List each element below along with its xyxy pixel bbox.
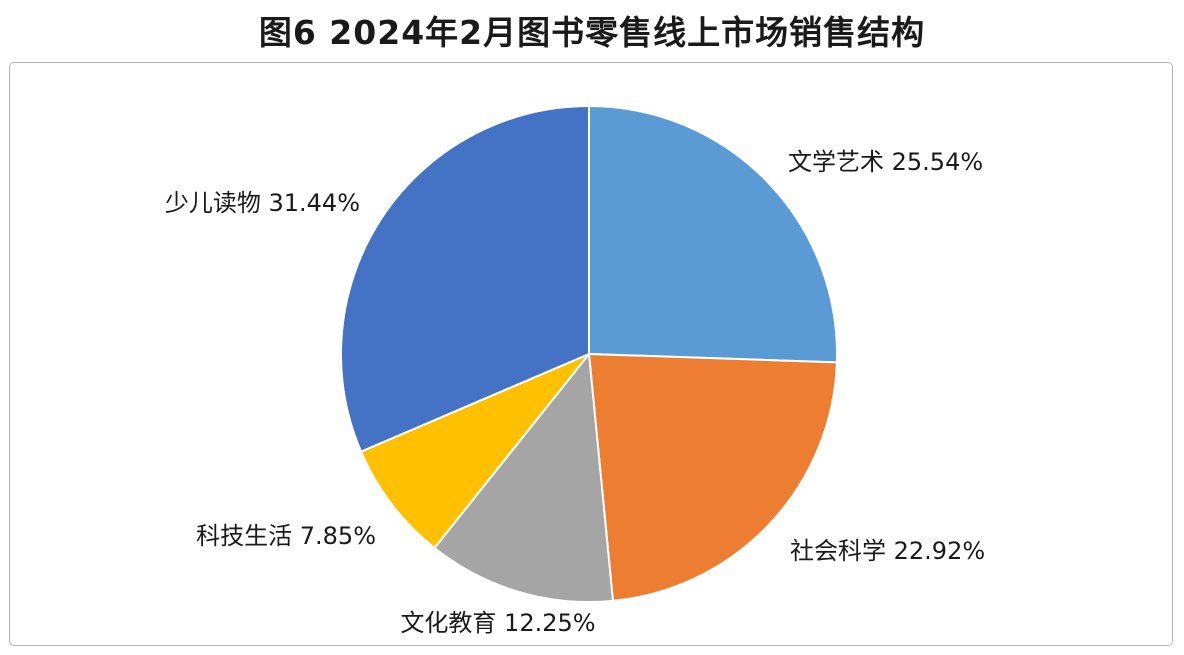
chart-title: 图6 2024年2月图书零售线上市场销售结构 <box>258 13 926 52</box>
slice-label-2: 社会科学 22.92% <box>790 537 985 565</box>
pie-slice-2 <box>587 352 838 602</box>
slice-label-4: 科技生活 7.85% <box>196 522 376 550</box>
slice-label-1: 文学艺术 25.54% <box>788 148 983 176</box>
pie-slice-1 <box>588 104 838 364</box>
slice-label-3: 文化教育 12.25% <box>400 609 595 637</box>
pie-slice-3 <box>433 351 615 603</box>
pie-slices <box>340 104 838 603</box>
pie-slice-5 <box>340 104 590 453</box>
pie-labels: 文学艺术 25.54% 社会科学 22.92% 文化教育 12.25% 科技生活 7.… <box>165 148 985 637</box>
slice-label-5: 少儿读物 31.44% <box>165 189 360 217</box>
pie-slice-4 <box>359 353 590 550</box>
